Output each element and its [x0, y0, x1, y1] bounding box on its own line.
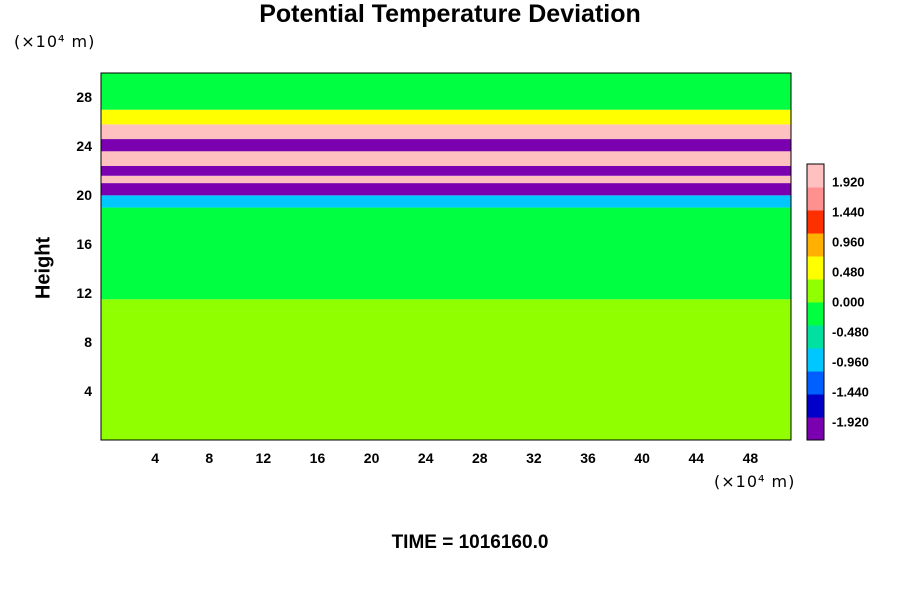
heatmap-band-4 [101, 183, 791, 196]
x-tick-label: 8 [205, 450, 214, 466]
colorbar-segment-1 [807, 394, 824, 418]
colorbar-segment-3 [807, 348, 824, 372]
colorbar-segment-2 [807, 371, 824, 395]
colorbar-segment-11 [807, 164, 824, 188]
colorbar-segment-7 [807, 256, 824, 280]
y-tick-label: 16 [76, 236, 92, 253]
y-tick-label: 28 [76, 89, 92, 106]
x-tick-label: 48 [742, 450, 759, 466]
colorbar-segment-5 [807, 302, 824, 326]
colorbar-tick-label: 0.960 [832, 234, 865, 250]
x-tick-label: 20 [363, 450, 380, 466]
y-tick-label: 8 [84, 334, 92, 351]
heatmap-band-2 [101, 207, 791, 300]
colorbar-tick-label: -1.920 [832, 414, 869, 430]
colorbar-tick-label: 1.920 [832, 174, 865, 190]
heatmap-band-0 [101, 311, 791, 440]
heatmap-band-3 [101, 195, 791, 208]
colorbar-tick-label: -1.440 [832, 384, 869, 400]
heatmap-band-1 [101, 299, 791, 312]
colorbar-tick-label: -0.960 [832, 354, 869, 370]
y-tick-label: 24 [76, 138, 92, 155]
colorbar-tick-label: 0.000 [832, 294, 865, 310]
colorbar-segment-9 [807, 210, 824, 234]
x-tick-label: 28 [472, 450, 488, 466]
heatmap-band-9 [101, 124, 791, 140]
heatmap-band-11 [101, 73, 791, 110]
x-tick-label: 40 [634, 450, 650, 466]
colorbar-tick-label: 1.440 [832, 204, 865, 220]
heatmap-band-7 [101, 151, 791, 166]
chart-title: Potential Temperature Deviation [259, 0, 641, 28]
colorbar-tick-label: -0.480 [832, 324, 869, 340]
heatmap-band-6 [101, 165, 791, 176]
x-tick-label: 16 [309, 450, 326, 466]
colorbar-tick-label: 0.480 [832, 264, 865, 280]
plot-frame [100, 72, 792, 441]
colorbar-segment-6 [807, 279, 824, 303]
y-tick-label: 20 [76, 187, 92, 204]
y-tick-label: 12 [76, 285, 92, 302]
y-tick-label: 4 [84, 383, 92, 400]
heatmap-band-5 [101, 175, 791, 184]
time-label: TIME = 1016160.0 [391, 532, 549, 553]
colorbar-segment-0 [807, 417, 824, 441]
x-tick-label: 4 [151, 450, 160, 466]
colorbar-segment-10 [807, 187, 824, 211]
heatmap-band-10 [101, 109, 791, 125]
colorbar-segment-8 [807, 233, 824, 257]
colorbar-segment-4 [807, 325, 824, 349]
x-tick-label: 32 [526, 450, 542, 466]
x-tick-label: 44 [688, 450, 705, 466]
x-tick-label: 12 [255, 450, 272, 466]
x-tick-label: 24 [417, 450, 434, 466]
x-axis-unit: (×10⁴ m) [714, 472, 796, 491]
colorbar-frame [806, 163, 825, 441]
heatmap-band-8 [101, 139, 791, 152]
y-axis-unit: (×10⁴ m) [14, 32, 96, 51]
x-tick-label: 36 [580, 450, 596, 466]
